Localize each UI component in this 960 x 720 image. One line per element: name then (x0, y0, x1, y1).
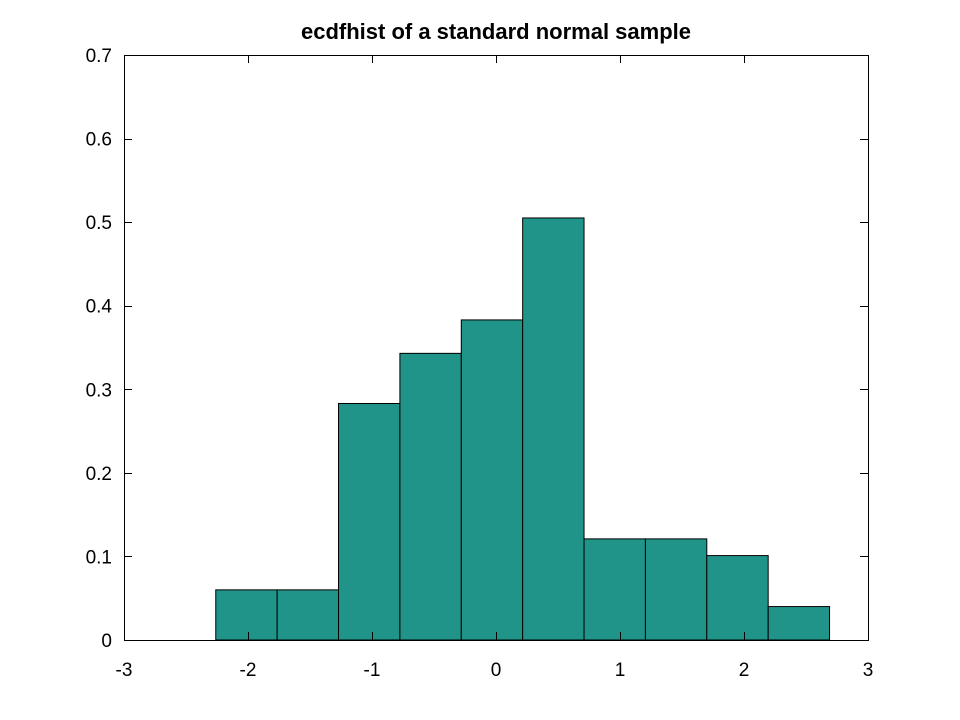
y-tick-label: 0.6 (86, 130, 112, 151)
y-tick-label: 0.3 (86, 380, 112, 401)
histogram-bar-2 (276, 589, 340, 641)
tick-labels-layer: -3 -2 -1 0 1 2 3 0 0.1 0.2 0.3 0.4 0.5 0.6 0.7 (86, 46, 874, 681)
histogram-bar-4 (399, 352, 462, 641)
histogram-bar-8 (644, 538, 708, 641)
x-tick-label: -1 (364, 660, 381, 681)
x-tick-label: 1 (615, 660, 626, 681)
ticks-layer (124, 55, 869, 641)
histogram-bar-6 (522, 217, 585, 641)
y-tick-label: 0.5 (86, 213, 112, 234)
x-tick-label: 0 (491, 660, 502, 681)
x-tick-label: -2 (240, 660, 257, 681)
histogram-bar-9 (706, 555, 769, 641)
y-tick-label: 0.7 (86, 46, 112, 67)
y-tick-label: 0 (101, 631, 112, 652)
bars-layer (215, 217, 831, 641)
x-tick-label: -3 (116, 660, 133, 681)
x-tick-label: 2 (739, 660, 750, 681)
histogram-bar-1 (215, 589, 278, 641)
histogram-bar-10 (767, 606, 831, 641)
y-tick-label: 0.1 (86, 547, 112, 568)
histogram-bar-5 (460, 319, 524, 641)
y-tick-label: 0.4 (86, 297, 113, 318)
x-tick-label: 3 (863, 660, 874, 681)
histogram-bar-3 (338, 402, 401, 641)
histogram-bar-7 (583, 538, 646, 641)
y-tick-label: 0.2 (86, 464, 112, 485)
chart-title: ecdfhist of a standard normal sample (301, 19, 691, 44)
